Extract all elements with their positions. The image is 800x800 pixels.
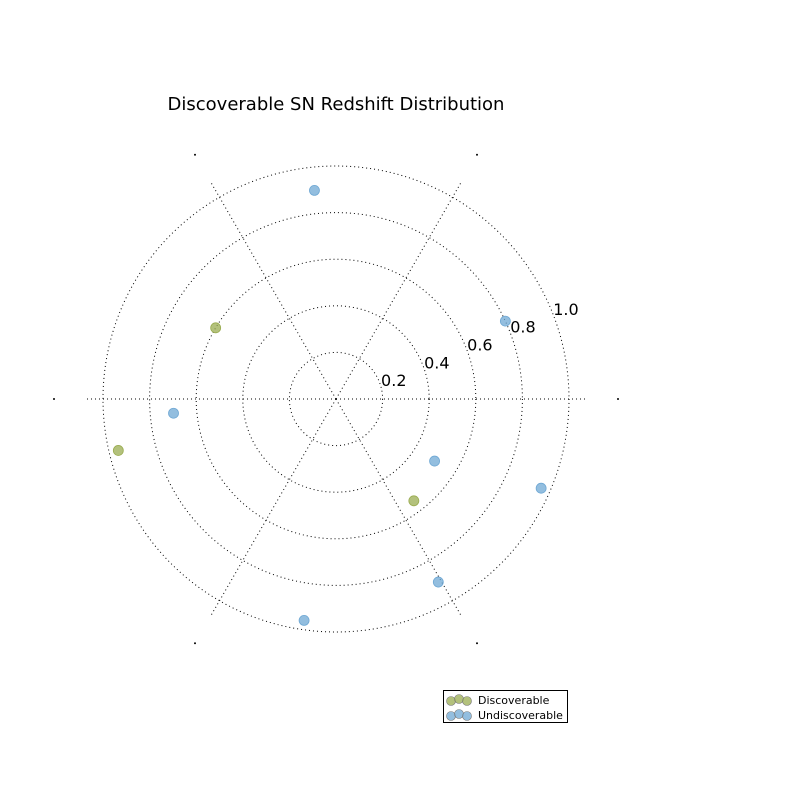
legend-marker <box>462 711 472 721</box>
data-point-undiscoverable <box>298 614 310 626</box>
spoke-end-dot-4 <box>53 398 55 400</box>
legend-label: Discoverable <box>478 694 550 707</box>
spoke-end-dot-2 <box>476 153 478 156</box>
r-tick-label: 0.2 <box>381 371 406 390</box>
data-point-discoverable <box>210 322 222 334</box>
chart-title: Discoverable SN Redshift Distribution <box>168 94 505 115</box>
spoke-end-dot-6 <box>476 642 478 645</box>
spoke-end-dot-3 <box>194 153 196 156</box>
r-tick-label: 0.6 <box>467 336 492 355</box>
data-point-undiscoverable <box>429 455 440 467</box>
spoke-end-dot-1 <box>617 398 619 400</box>
r-tick-label: 0.8 <box>510 318 535 337</box>
legend-marker <box>462 696 472 706</box>
grid-circle-4 <box>149 212 523 586</box>
grid-spoke-3 <box>210 182 337 400</box>
r-tick-label: 0.4 <box>424 353 449 372</box>
legend-marker <box>446 711 456 721</box>
legend-marker <box>446 696 456 706</box>
data-point-undiscoverable <box>499 315 511 327</box>
data-point-undiscoverable <box>309 185 320 196</box>
data-points <box>112 185 547 626</box>
data-point-discoverable <box>408 495 420 507</box>
legend: Discoverable Undiscoverable <box>443 690 568 723</box>
spoke-end-dot-5 <box>194 642 196 645</box>
legend-marker <box>454 709 464 719</box>
data-point-undiscoverable <box>535 482 547 494</box>
grid-circle-2 <box>242 305 430 493</box>
data-point-undiscoverable <box>168 407 179 419</box>
polar-grid <box>53 153 619 645</box>
r-tick-label: 1.0 <box>553 300 578 319</box>
legend-marker <box>454 694 464 704</box>
radial-tick-labels: 0.2 0.4 0.6 0.8 1.0 <box>381 300 579 390</box>
grid-circle-3 <box>195 258 477 540</box>
grid-spoke-2 <box>335 182 462 400</box>
data-point-discoverable <box>112 445 124 456</box>
data-point-undiscoverable <box>432 576 444 588</box>
grid-spoke-5 <box>210 398 337 616</box>
legend-label: Undiscoverable <box>478 709 563 722</box>
grid-circle-1 <box>288 351 384 447</box>
